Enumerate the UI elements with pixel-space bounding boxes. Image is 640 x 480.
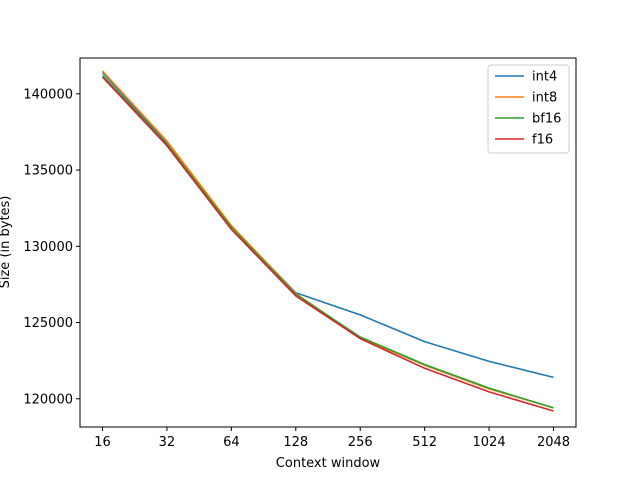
x-axis-label: Context window (276, 456, 381, 471)
legend-label-int8: int8 (532, 91, 557, 106)
series-line-f16 (101, 76, 554, 412)
y-tick-label: 130000 (23, 240, 73, 255)
y-tick-label: 135000 (23, 164, 73, 179)
x-tick-label: 16 (94, 435, 111, 450)
y-tick-label: 140000 (23, 87, 73, 102)
series-line-bf16 (101, 74, 554, 409)
x-tick-label: 1024 (473, 435, 506, 450)
legend: int4 int8 bf16 f16 (487, 64, 570, 154)
series-line-int4 (101, 71, 554, 379)
x-tick-label: 2048 (537, 435, 570, 450)
y-axis-label: Size (in bytes) (0, 196, 13, 289)
legend-label-bf16: bf16 (532, 112, 561, 127)
y-axis: 120000 125000 130000 135000 140000 (23, 87, 80, 407)
x-axis: 16 32 64 128 256 512 1024 2048 (94, 427, 570, 450)
x-tick-label: 64 (223, 435, 240, 450)
legend-label-int4: int4 (532, 70, 557, 85)
plot-frame (79, 57, 577, 428)
y-tick-label: 125000 (23, 316, 73, 331)
legend-label-f16: f16 (532, 133, 553, 148)
legend-box (487, 64, 570, 154)
y-tick-label: 120000 (23, 392, 73, 407)
series-layer (101, 70, 554, 412)
x-tick-label: 512 (412, 435, 437, 450)
x-tick-label: 128 (283, 435, 308, 450)
x-tick-label: 32 (159, 435, 176, 450)
x-tick-label: 256 (348, 435, 373, 450)
